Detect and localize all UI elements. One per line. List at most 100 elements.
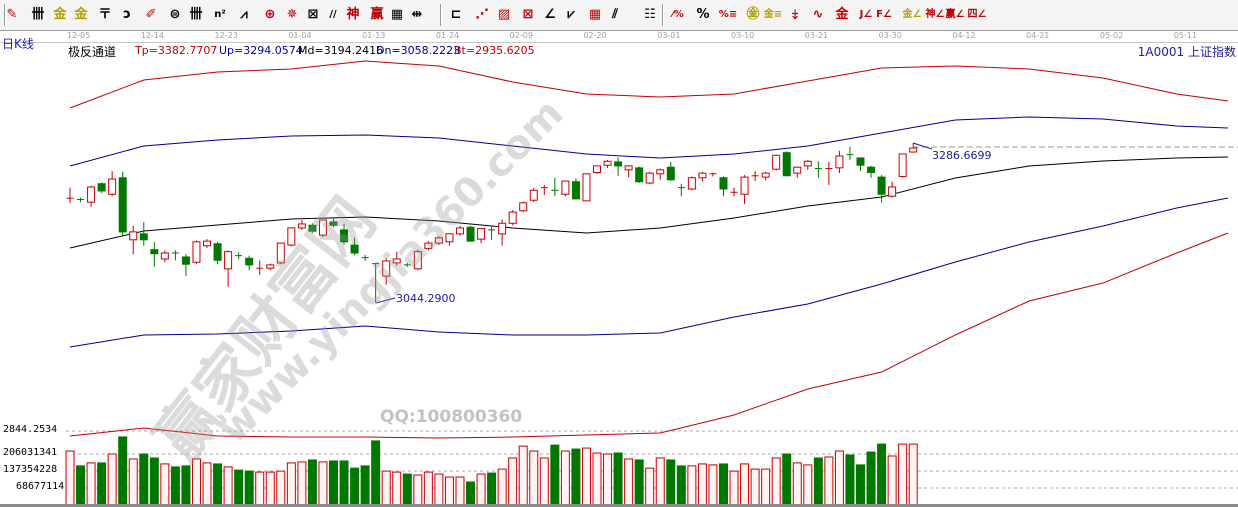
candle-body bbox=[909, 147, 918, 153]
volume-bar bbox=[887, 455, 897, 506]
indicator-name[interactable]: 极反通道 bbox=[68, 45, 117, 59]
volume-bar bbox=[866, 451, 876, 506]
volume-bar bbox=[508, 457, 518, 506]
date-tick-label: 12-05 bbox=[67, 31, 91, 40]
candle-body bbox=[666, 166, 675, 181]
circle-grid-icon[interactable]: ⊜ bbox=[169, 7, 181, 22]
volume-bar bbox=[444, 476, 454, 506]
percent-lines-icon[interactable]: %≡ bbox=[718, 9, 738, 20]
box-icon[interactable]: ⊏ bbox=[450, 7, 462, 22]
volume-bar bbox=[856, 464, 865, 506]
grid-icon[interactable]: ▦ bbox=[588, 7, 602, 22]
candle-body bbox=[645, 172, 654, 184]
candle-body bbox=[424, 242, 433, 249]
volume-bar bbox=[729, 470, 739, 506]
candle-body bbox=[350, 244, 359, 254]
angle-f-icon[interactable]: F∠ bbox=[876, 9, 892, 20]
indicator-value-dn: Dn=3058.2223 bbox=[376, 44, 461, 57]
candle-body bbox=[139, 233, 148, 241]
date-tick-label: 12-23 bbox=[214, 31, 238, 40]
volume-bar bbox=[676, 465, 686, 506]
angle-win-icon[interactable]: 赢∠ bbox=[945, 9, 965, 20]
volume-bar bbox=[118, 436, 128, 506]
volume-axis-label: 206031341 bbox=[3, 447, 58, 458]
compass-icon[interactable]: ✵ bbox=[286, 7, 298, 22]
candle-body bbox=[318, 219, 327, 236]
hatched-box-icon[interactable]: ▨ bbox=[497, 7, 511, 22]
volume-bar bbox=[634, 459, 644, 506]
sine-wave-icon[interactable]: ∿ bbox=[812, 7, 824, 22]
candle-body bbox=[213, 243, 222, 261]
percent-icon[interactable]: % bbox=[696, 7, 710, 22]
win-icon[interactable]: 赢 bbox=[370, 7, 384, 22]
gold-lines-icon[interactable]: 金≡ bbox=[763, 9, 783, 20]
angle-icon[interactable]: ∠ bbox=[544, 7, 556, 22]
volume-bar bbox=[286, 462, 296, 506]
fibonacci-table-icon[interactable]: ☷ bbox=[644, 7, 656, 22]
angle-god-icon[interactable]: 神∠ bbox=[925, 9, 945, 20]
date-tick-label: 03-30 bbox=[878, 31, 902, 40]
volume-bar bbox=[402, 473, 412, 506]
cycle-lines-icon[interactable]: 卌 bbox=[189, 7, 203, 22]
fan-lines-icon[interactable]: ⋰ bbox=[475, 7, 489, 22]
volume-bar bbox=[234, 469, 244, 506]
calendar-grid-icon[interactable]: ▦ bbox=[390, 7, 404, 22]
candle-body bbox=[698, 172, 707, 179]
volume-bar bbox=[908, 443, 918, 506]
volume-bar bbox=[265, 471, 275, 506]
volume-bar bbox=[223, 466, 233, 506]
gold-circle-icon[interactable]: ㊎ bbox=[746, 7, 760, 22]
gold-bar-icon[interactable]: 金 bbox=[835, 7, 849, 22]
candle-body bbox=[877, 176, 886, 195]
angle-four-icon[interactable]: 四∠ bbox=[967, 9, 987, 20]
candle-body bbox=[761, 172, 770, 178]
candle-body bbox=[898, 153, 907, 177]
volume-bar bbox=[170, 466, 180, 506]
period-label[interactable]: 日K线 bbox=[2, 37, 34, 51]
wave-icon[interactable]: ⩗ bbox=[567, 7, 575, 22]
spiral-icon[interactable]: ↄ bbox=[123, 7, 131, 22]
square-target-icon[interactable]: ⊠ bbox=[307, 7, 319, 22]
indicator-value-tp: Tp=3382.7707 bbox=[135, 44, 218, 57]
symbol-label: 1A0001 上证指数 bbox=[1137, 45, 1236, 59]
channel-icon[interactable]: ⫽ bbox=[612, 7, 618, 22]
gann-lines-icon[interactable]: // bbox=[329, 9, 337, 20]
candle-body bbox=[455, 227, 464, 235]
fibonacci-square-icon[interactable]: n² bbox=[214, 9, 226, 20]
volume-bar bbox=[392, 471, 402, 506]
measure-icon[interactable]: ⇹ bbox=[411, 7, 423, 22]
volume-bar bbox=[255, 471, 265, 506]
marker-icon[interactable]: ✐ bbox=[145, 7, 157, 22]
gold-ratio-2-icon[interactable]: 金 bbox=[74, 7, 88, 22]
candle-body bbox=[297, 223, 306, 229]
target-icon[interactable]: ⊕ bbox=[264, 7, 276, 22]
god-icon[interactable]: 神 bbox=[346, 7, 360, 22]
drill-icon[interactable]: ⤈ bbox=[792, 7, 798, 22]
date-tick-label: 01-24 bbox=[435, 31, 460, 40]
price-level-label: 2844.2534 bbox=[3, 424, 58, 435]
parallel-lines-icon[interactable]: 卌 bbox=[31, 7, 45, 22]
gold-ratio-icon[interactable]: 金 bbox=[53, 7, 67, 22]
toolbar-separator bbox=[440, 4, 442, 26]
volume-bar bbox=[350, 467, 360, 506]
date-tick-label: 05-02 bbox=[1099, 31, 1124, 40]
angle-j-icon[interactable]: J∠ bbox=[859, 9, 873, 20]
speed-lines-icon[interactable]: ⩘ bbox=[240, 7, 248, 22]
gann-box-icon[interactable]: ⊠ bbox=[522, 7, 534, 22]
pen-draw-icon[interactable]: ✎ bbox=[6, 7, 18, 22]
volume-bar bbox=[571, 448, 581, 506]
candle-body bbox=[434, 237, 443, 244]
candle-body bbox=[445, 233, 454, 243]
angle-gold-icon[interactable]: 金∠ bbox=[902, 9, 922, 20]
percent-line-icon[interactable]: ⁄% bbox=[672, 9, 684, 20]
fork-icon[interactable]: 〒 bbox=[98, 7, 112, 22]
candle-body bbox=[308, 224, 317, 232]
volume-bar bbox=[149, 457, 159, 506]
date-tick-label: 01-04 bbox=[288, 31, 312, 40]
candle-body bbox=[392, 258, 401, 264]
high-annotation-line bbox=[912, 142, 933, 150]
channel-line-tp bbox=[69, 60, 1229, 109]
volume-bar bbox=[360, 465, 370, 506]
volume-bar bbox=[539, 457, 549, 506]
